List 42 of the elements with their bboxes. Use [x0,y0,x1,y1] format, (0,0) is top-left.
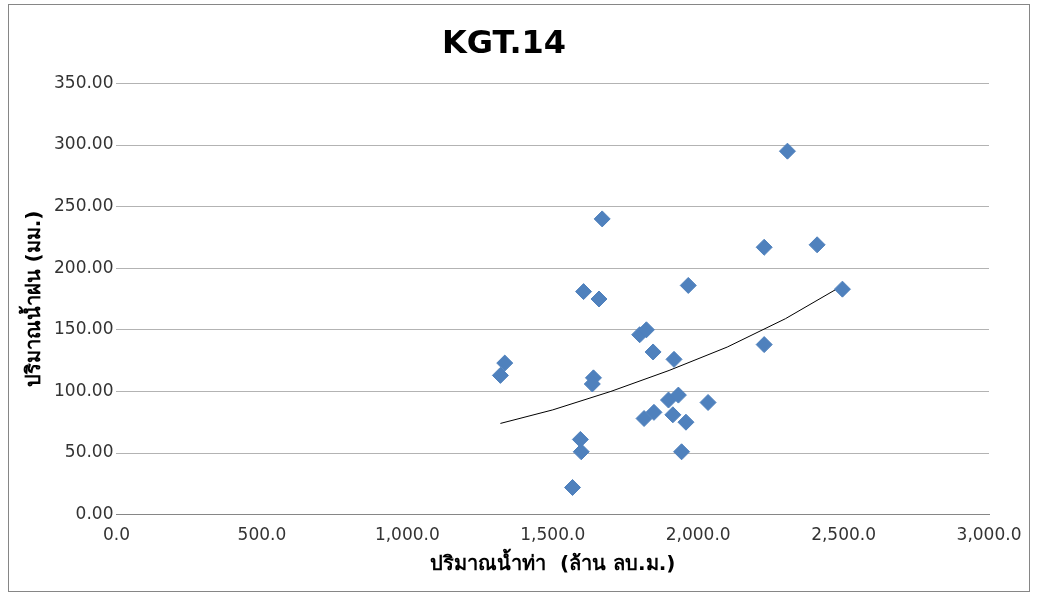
y-tick-label: 50.00 [64,441,114,462]
point [564,479,582,496]
point [677,413,695,431]
y-tick-label: 200.00 [54,256,114,277]
y-tick-label: 350.00 [54,71,114,92]
point [673,443,691,461]
point [669,386,687,404]
y-axis-title: ปริมาณน้ำฝน (มม.) [18,210,46,388]
point [496,354,514,372]
y-tick-label: 250.00 [54,195,114,216]
point [593,210,611,228]
point [491,366,509,384]
point [808,236,826,254]
point [699,393,717,411]
y-tick-label: 150.00 [54,318,114,339]
point [660,391,677,409]
point [571,430,589,448]
x-tick-label: 500.0 [237,524,287,545]
point [645,403,663,421]
x-axis-title: ปริมาณน้ำท่า (ล้าน ลบ.ม.) [430,548,676,576]
point [664,406,682,424]
point [635,410,653,427]
point [679,276,697,294]
y-tick-label: 0.00 [75,503,114,524]
x-tick-label: 1,000.0 [374,524,440,545]
y-tick-label: 300.00 [54,133,114,154]
point [755,336,773,354]
x-tick-label: 2,000.0 [665,524,731,545]
point [575,283,593,301]
point [644,343,662,361]
x-tick-label: 3,000.0 [956,524,1022,545]
point [778,142,796,160]
point [590,290,608,308]
point [665,350,683,368]
x-tick-label: 2,500.0 [811,524,877,545]
x-tick-label: 1,500.0 [520,524,586,545]
point [833,280,851,298]
chart-title: KGT.14 [441,22,567,61]
point [572,443,590,461]
point [755,238,773,256]
x-tick-label: 0.0 [102,524,131,545]
y-tick-label: 100.00 [54,379,114,400]
